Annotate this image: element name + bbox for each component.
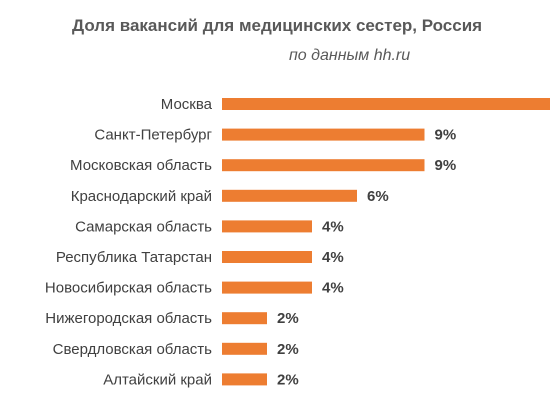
data-label: 2% bbox=[277, 341, 299, 358]
bar bbox=[222, 159, 425, 172]
bar bbox=[222, 312, 267, 325]
category-label: Алтайский край bbox=[103, 371, 212, 388]
data-label: 2% bbox=[277, 310, 299, 327]
bar bbox=[222, 281, 312, 294]
category-label: Республика Татарстан bbox=[56, 249, 212, 266]
bar bbox=[222, 128, 425, 141]
data-label: 2% bbox=[277, 371, 299, 388]
category-label: Краснодарский край bbox=[71, 188, 212, 205]
category-label: Московская область bbox=[70, 157, 212, 174]
data-label: 6% bbox=[367, 188, 389, 205]
bar bbox=[222, 373, 267, 386]
category-label: Москва bbox=[161, 96, 213, 113]
bar bbox=[222, 98, 550, 110]
bar bbox=[222, 342, 267, 355]
chart-subtitle: по данным hh.ru bbox=[289, 47, 411, 64]
data-label: 9% bbox=[435, 157, 457, 174]
category-label: Санкт-Петербург bbox=[94, 127, 212, 144]
data-label: 4% bbox=[322, 280, 344, 297]
data-label: 4% bbox=[322, 249, 344, 266]
data-label: 9% bbox=[435, 127, 457, 144]
category-label: Свердловская область bbox=[53, 341, 213, 358]
data-label: 4% bbox=[322, 218, 344, 235]
category-label: Новосибирская область bbox=[45, 280, 212, 297]
bar bbox=[222, 189, 357, 202]
chart-title: Доля вакансий для медицинских сестер, Ро… bbox=[72, 16, 483, 35]
bar bbox=[222, 251, 312, 263]
category-label: Самарская область bbox=[75, 218, 212, 235]
category-label: Нижегородская область bbox=[45, 310, 212, 327]
bar bbox=[222, 220, 312, 233]
